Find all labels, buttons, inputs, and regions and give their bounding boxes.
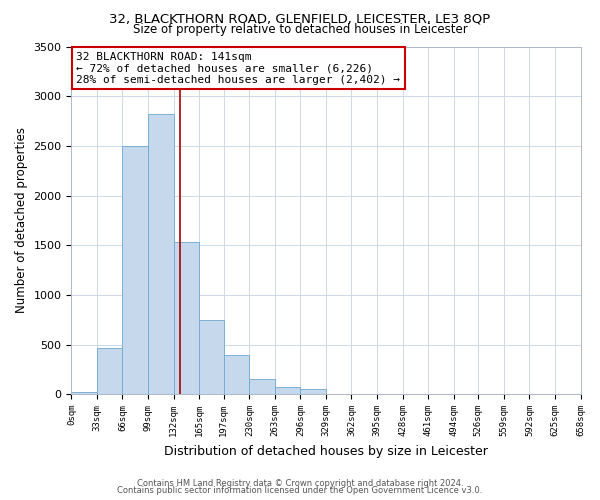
Bar: [148, 114, 173, 394]
Y-axis label: Number of detached properties: Number of detached properties: [15, 128, 28, 314]
Text: Contains HM Land Registry data © Crown copyright and database right 2024.: Contains HM Land Registry data © Crown c…: [137, 478, 463, 488]
Text: Contains public sector information licensed under the Open Government Licence v3: Contains public sector information licen…: [118, 486, 482, 495]
Bar: [224, 356, 250, 394]
Text: 32, BLACKTHORN ROAD, GLENFIELD, LEICESTER, LE3 8QP: 32, BLACKTHORN ROAD, GLENFIELD, LEICESTE…: [109, 12, 491, 26]
Text: Size of property relative to detached houses in Leicester: Size of property relative to detached ho…: [133, 22, 467, 36]
Bar: [301, 389, 326, 394]
Bar: [122, 146, 148, 394]
X-axis label: Distribution of detached houses by size in Leicester: Distribution of detached houses by size …: [164, 444, 488, 458]
Text: 32 BLACKTHORN ROAD: 141sqm
← 72% of detached houses are smaller (6,226)
28% of s: 32 BLACKTHORN ROAD: 141sqm ← 72% of deta…: [76, 52, 400, 85]
Bar: [71, 392, 97, 394]
Bar: [97, 348, 122, 394]
Bar: [199, 320, 224, 394]
Bar: [250, 380, 275, 394]
Bar: [275, 387, 301, 394]
Bar: [173, 242, 199, 394]
